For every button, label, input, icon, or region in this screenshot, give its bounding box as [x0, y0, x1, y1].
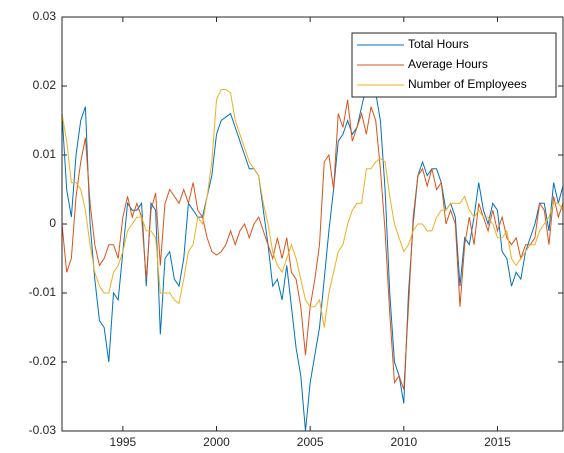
- y-tick-label: -0.03: [29, 423, 57, 437]
- x-tick-label: 1995: [110, 435, 137, 449]
- y-tick-label: 0.02: [33, 78, 57, 92]
- y-tick-label: -0.02: [29, 354, 57, 368]
- series-line: [62, 99, 563, 390]
- y-tick-label: 0.03: [33, 9, 57, 23]
- axes-box: [61, 16, 564, 432]
- plot-lines: [62, 85, 563, 431]
- x-tick-label: 2000: [203, 435, 230, 449]
- legend-label: Total Hours: [408, 37, 469, 51]
- x-tick-label: 2015: [484, 435, 511, 449]
- y-tick-label: 0: [49, 216, 56, 230]
- legend-label: Average Hours: [408, 57, 488, 71]
- legend-label: Number of Employees: [408, 77, 527, 91]
- x-tick-label: 2010: [390, 435, 417, 449]
- series-line: [62, 88, 563, 328]
- y-tick-label: 0.01: [33, 147, 57, 161]
- x-tick-label: 2005: [297, 435, 324, 449]
- y-tick-label: -0.01: [29, 285, 57, 299]
